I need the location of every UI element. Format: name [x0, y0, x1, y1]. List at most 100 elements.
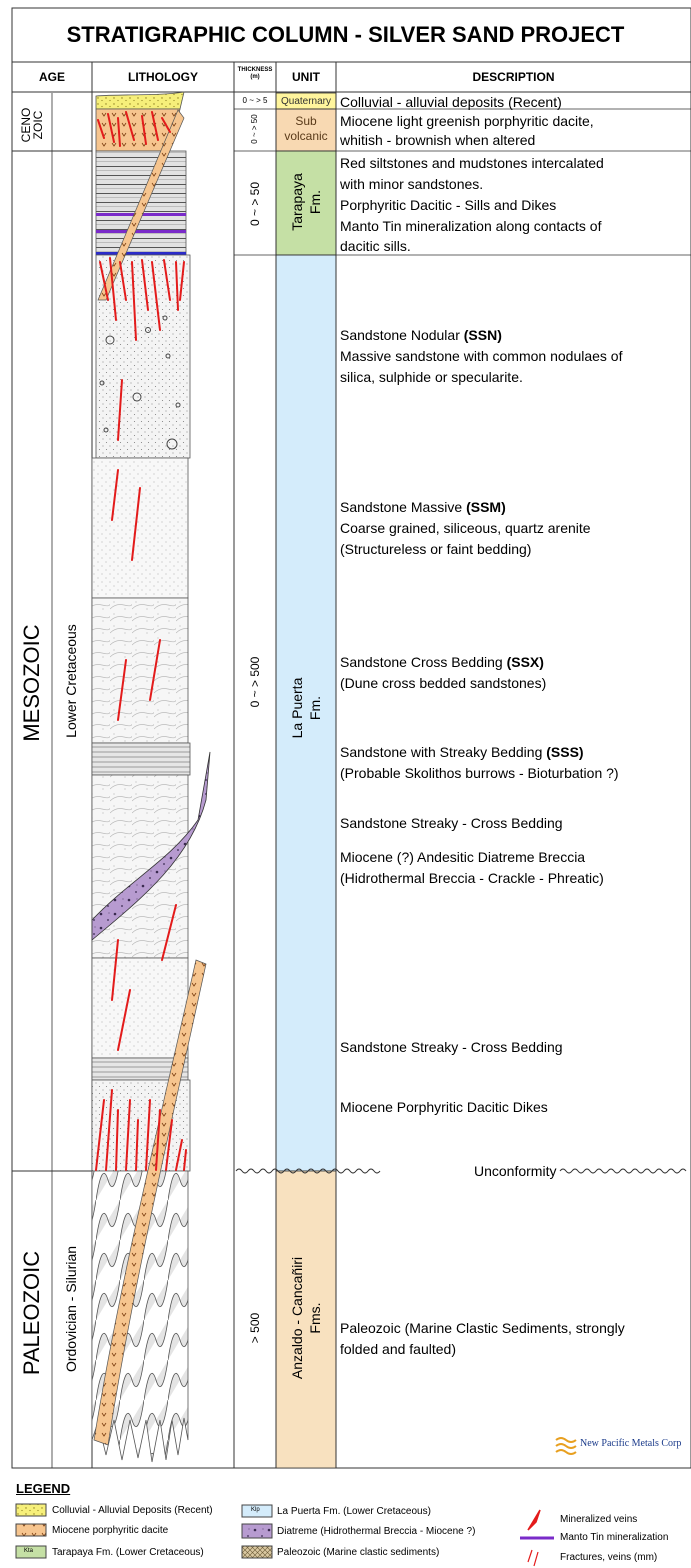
litho-streaky-1	[91, 774, 189, 959]
unit-la-puerta-line2: Fm.	[307, 695, 323, 721]
desc-ssm-l3: (Structureless or faint bedding)	[340, 541, 532, 557]
unit-anzaldo-line2: Fms.	[307, 1302, 323, 1334]
legend-paleozoic: Paleozoic (Marine clastic sediments)	[277, 1547, 440, 1558]
unit-la-puerta: La Puerta Fm.	[288, 658, 324, 758]
litho-nodule	[175, 402, 181, 408]
desc-colluvial: Colluvial - alluvial deposits (Recent)	[340, 94, 562, 110]
litho-nodule	[105, 335, 115, 345]
period-ordovician-silurian: Ordovician - Silurian	[63, 1245, 79, 1373]
desc-sss-code: (SSS)	[546, 744, 584, 760]
company-logo-icon	[555, 1437, 577, 1455]
header-thickness-unit: (m)	[250, 74, 260, 80]
unit-tarapaya-line1: Tarapaya	[289, 173, 305, 231]
desc-breccia-l2: (Hidrothermal Breccia - Crackle - Phreat…	[340, 870, 604, 886]
era-cenozoic: CENO ZOIC	[12, 93, 52, 151]
legend-swatch-paleozoic	[241, 1545, 273, 1559]
mineralized-veins	[95, 111, 187, 1171]
legend-vein-icon	[527, 1509, 541, 1531]
era-cenozoic-label: CENO ZOIC	[19, 96, 45, 154]
litho-ssm	[91, 457, 189, 599]
legend-title: LEGEND	[16, 1481, 71, 1496]
legend-la-puerta: La Puerta Fm. (Lower Cretaceous)	[277, 1506, 431, 1517]
litho-sss	[91, 742, 191, 776]
desc-ssx-title: Sandstone Cross Bedding (SSX)	[340, 653, 544, 671]
desc-ssn-code: (SSN)	[463, 327, 502, 343]
unit-la-puerta-line1: La Puerta	[289, 677, 305, 739]
era-mesozoic: MESOZOIC	[19, 624, 44, 742]
legend-manto: Manto Tin mineralization	[560, 1532, 669, 1543]
unit-subvolcanic-line2: volcanic	[284, 129, 328, 143]
legend-swatch-tarapaya-code: Kta	[24, 1548, 34, 1554]
unconformity-line-right	[559, 1168, 687, 1174]
header-unit: UNIT	[292, 70, 320, 84]
legend-dacite: Miocene porphyritic dacite	[52, 1525, 169, 1536]
desc-ssn-l2: Massive sandstone with common nodulaes o…	[340, 348, 623, 364]
litho-nodule	[165, 353, 171, 359]
legend-swatch-dacite	[15, 1523, 47, 1537]
unit-anzaldo: Anzaldo - Cancañiri Fms.	[288, 1243, 324, 1393]
desc-dacite-l1: Miocene light greenish porphyritic dacit…	[340, 113, 594, 129]
litho-nodule	[162, 315, 168, 321]
desc-paleozoic-l2: folded and faulted)	[340, 1341, 456, 1357]
litho-ssn	[95, 254, 191, 459]
litho-manto-3	[96, 252, 186, 255]
litho-nodule	[103, 427, 109, 433]
desc-tarapaya-l2: with minor sandstones.	[340, 176, 484, 192]
thickness-anzaldo: > 500	[248, 1312, 262, 1344]
unit-subvolcanic: Sub volcanic	[276, 114, 336, 144]
desc-ssm-title-text: Sandstone Massive	[340, 499, 467, 515]
header-description: DESCRIPTION	[472, 70, 555, 84]
legend-tarapaya: Tarapaya Fm. (Lower Cretaceous)	[52, 1547, 204, 1558]
litho-streaky-2	[91, 957, 189, 1059]
legend-swatch-la-puerta-code: Klp	[251, 1507, 260, 1513]
desc-breccia-l1: Miocene (?) Andesitic Diatreme Breccia	[340, 849, 586, 865]
company-name: New Pacific Metals Corp	[580, 1438, 682, 1449]
header-age: AGE	[38, 70, 65, 84]
legend-swatch-colluvial	[15, 1503, 47, 1517]
desc-ssm-code: (SSM)	[466, 499, 506, 515]
unit-tarapaya: Tarapaya Fm.	[288, 160, 324, 244]
unit-subvolcanic-line1: Sub	[295, 114, 317, 128]
unit-box-anzaldo	[275, 1170, 337, 1469]
thickness-subvolcanic: 0 ~ > 50	[250, 114, 259, 144]
legend-swatch-la-puerta	[241, 1504, 273, 1518]
header-thickness: THICKNESS (m)	[234, 67, 276, 81]
litho-dacite-dike-lower	[93, 959, 207, 1446]
figure-title: STRATIGRAPHIC COLUMN - SILVER SAND PROJE…	[66, 22, 625, 47]
desc-tarapaya-l1: Red siltstones and mudstones intercalate…	[340, 155, 604, 171]
desc-sss-title-text: Sandstone with Streaky Bedding	[340, 744, 547, 760]
thickness-tarapaya: 0 ~ > 50	[248, 181, 262, 227]
desc-ssx-code: (SSX)	[506, 654, 544, 670]
legend-colluvial: Colluvial - Alluvial Deposits (Recent)	[52, 1505, 213, 1516]
litho-nodule	[132, 392, 142, 402]
litho-ssx	[91, 597, 189, 744]
desc-ssx-l2: (Dune cross bedded sandstones)	[340, 675, 547, 691]
unit-quaternary: Quaternary	[280, 96, 332, 107]
desc-tarapaya-l5: dacitic sills.	[340, 238, 411, 254]
desc-tarapaya-l3: Porphyritic Dacitic - Sills and Dikes	[340, 197, 557, 213]
header-lithology: LITHOLOGY	[128, 70, 198, 84]
legend-fractures: Fractures, veins (mm)	[560, 1552, 658, 1563]
thickness-quaternary: 0 ~ > 5	[242, 96, 268, 105]
desc-ssn-title: Sandstone Nodular (SSN)	[340, 326, 502, 344]
thickness-la-puerta: 0 ~ > 500	[248, 656, 262, 708]
desc-paleozoic-l1: Paleozoic (Marine Clastic Sediments, str…	[340, 1320, 625, 1336]
desc-streaky-2: Sandstone Streaky - Cross Bedding	[340, 1039, 563, 1055]
desc-streaky-1: Sandstone Streaky - Cross Bedding	[340, 815, 563, 831]
litho-nodule	[145, 327, 151, 333]
era-paleozoic: PALEOZOIC	[19, 1250, 44, 1376]
desc-tarapaya-l4: Manto Tin mineralization along contacts …	[340, 218, 602, 234]
desc-ssm-title: Sandstone Massive (SSM)	[340, 498, 506, 516]
era-cenozoic-line2: ZOIC	[31, 110, 45, 140]
desc-ssx-title-text: Sandstone Cross Bedding	[340, 654, 507, 670]
legend-veins: Mineralized veins	[560, 1514, 638, 1525]
litho-dacite-dike-upper	[97, 109, 185, 301]
litho-diatreme	[91, 751, 211, 941]
legend-swatch-diatreme	[241, 1523, 273, 1539]
desc-ssn-l3: silica, sulphide or specularite.	[340, 369, 523, 385]
table-frame	[11, 7, 691, 1469]
litho-colluvial	[95, 91, 185, 110]
legend-fracture-icon	[527, 1549, 539, 1567]
